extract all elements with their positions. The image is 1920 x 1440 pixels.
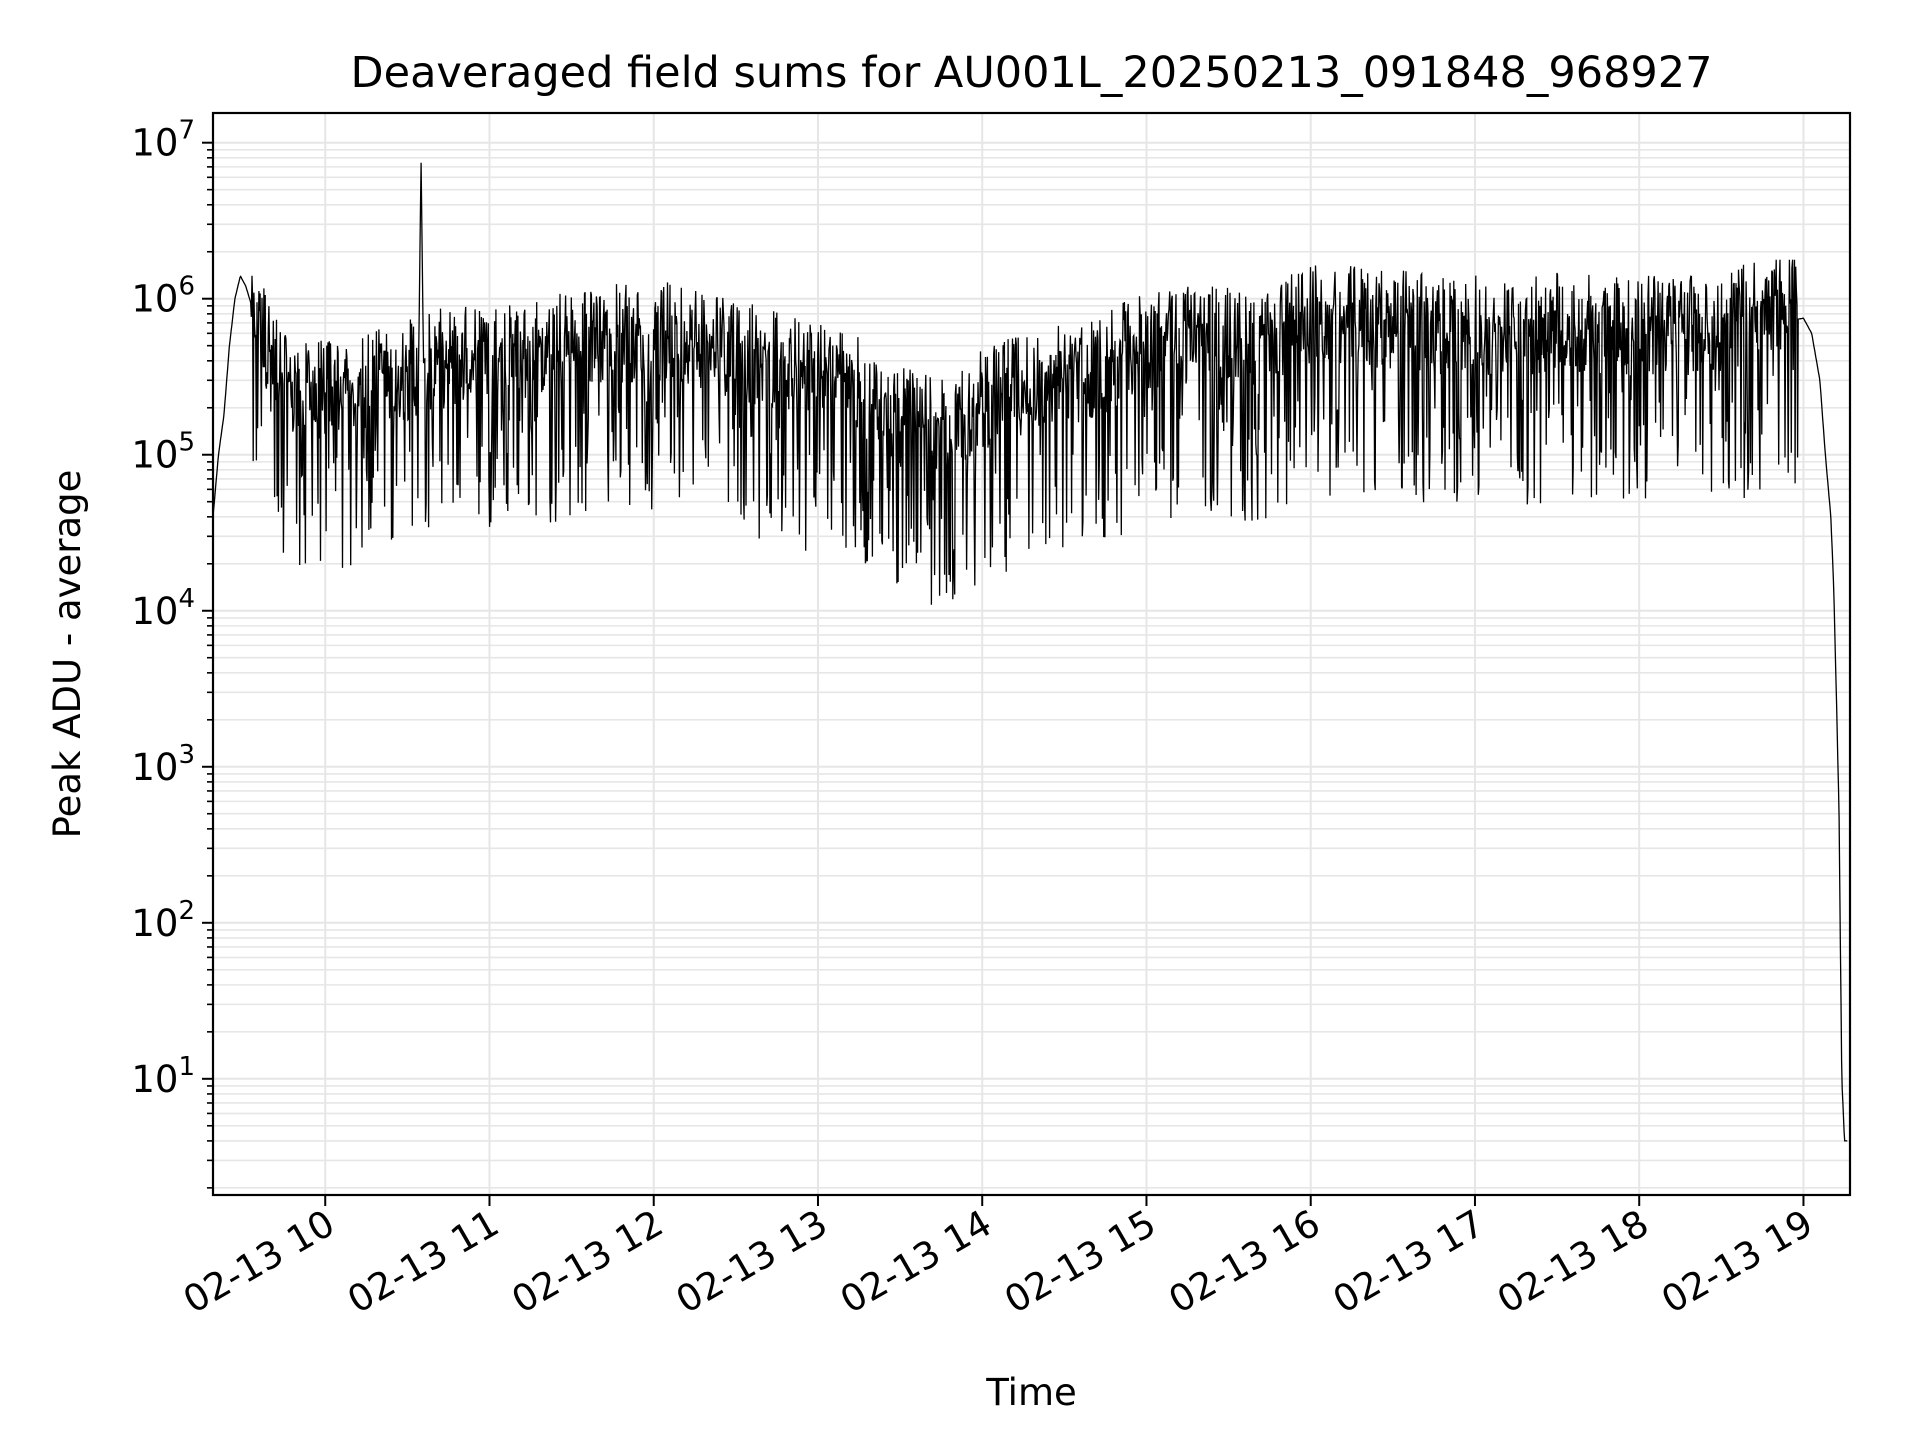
y-tick-label: 102: [131, 896, 195, 945]
chart-title: Deaveraged field sums for AU001L_2025021…: [351, 48, 1713, 98]
x-tick-label: 02-13 16: [1162, 1202, 1328, 1322]
x-tick-label: 02-13 17: [1326, 1202, 1492, 1322]
x-axis-label: Time: [985, 1371, 1077, 1414]
y-tick-label: 107: [131, 116, 195, 165]
major-gridlines: [213, 113, 1850, 1195]
x-tick-label: 02-13 12: [505, 1202, 671, 1322]
y-axis-label: Peak ADU - average: [46, 470, 89, 839]
x-tick-label: 02-13 19: [1654, 1202, 1820, 1322]
x-tick-label: 02-13 10: [176, 1202, 342, 1322]
minor-gridlines: [213, 149, 1850, 1189]
y-tick-label: 106: [131, 272, 195, 321]
y-tick-label: 104: [131, 584, 195, 633]
y-tick-label: 101: [131, 1052, 195, 1101]
y-tick-label: 103: [131, 740, 195, 789]
x-tick-label: 02-13 13: [669, 1202, 835, 1322]
x-tick-label: 02-13 18: [1490, 1202, 1656, 1322]
data-series-line: [212, 162, 1848, 1142]
x-tick-label: 02-13 15: [997, 1202, 1163, 1322]
y-axis-ticks: 101 102 103 104 105 106 107: [131, 116, 213, 1189]
plot-frame: [211, 111, 1852, 1197]
x-tick-label: 02-13 11: [340, 1202, 506, 1322]
x-tick-label: 02-13 14: [833, 1202, 999, 1322]
y-tick-label: 105: [131, 428, 195, 477]
